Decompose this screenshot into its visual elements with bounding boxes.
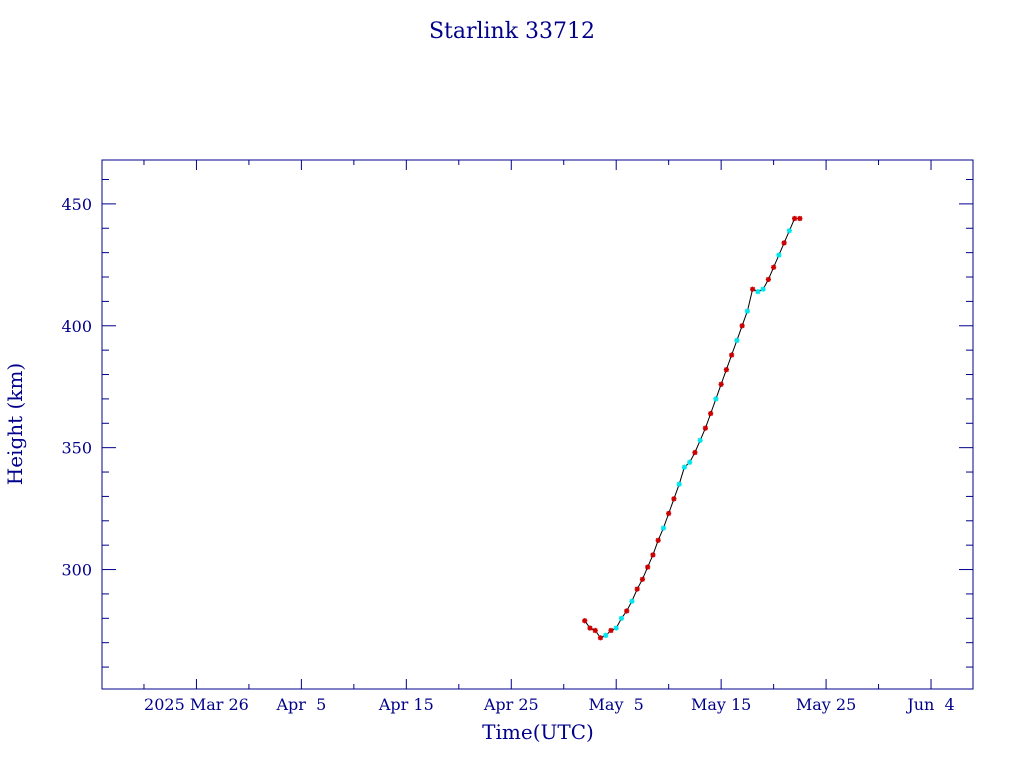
y-axis-label: Height (km)	[3, 363, 27, 485]
data-point-marker	[618, 615, 625, 621]
y-tick-label: 300	[61, 561, 92, 580]
data-point-marker	[792, 215, 798, 222]
x-tick-label: May 25	[796, 695, 856, 714]
y-tick-label: 450	[61, 195, 92, 214]
data-point-marker	[629, 598, 635, 604]
data-point-marker	[760, 286, 766, 292]
data-point-marker	[660, 525, 667, 531]
data-point-marker	[797, 215, 803, 222]
plot-frame	[101, 159, 974, 690]
data-point-marker	[681, 464, 688, 470]
data-point-marker	[713, 396, 719, 402]
data-point-marker	[603, 632, 609, 638]
y-tick-label: 350	[61, 439, 92, 458]
height-series-line	[584, 218, 800, 639]
data-point-marker	[582, 618, 588, 624]
x-tick-label: 2025 Mar 26	[144, 695, 249, 714]
data-point-marker	[734, 337, 740, 343]
data-point-marker	[750, 286, 756, 292]
x-axis-ticks	[143, 160, 932, 689]
x-tick-label: Apr 15	[378, 695, 434, 714]
data-point-marker	[755, 289, 761, 295]
data-point-marker	[639, 576, 646, 582]
data-point-marker	[771, 264, 777, 270]
y-axis-tick-labels: 300 350 400 450	[61, 195, 92, 580]
y-axis-ticks	[102, 179, 973, 668]
data-point-marker	[613, 625, 619, 631]
x-tick-label: Apr 5	[275, 695, 326, 714]
data-point-marker	[597, 635, 604, 641]
x-tick-label: May 5	[589, 695, 644, 714]
data-point-marker	[666, 510, 672, 517]
data-point-marker	[608, 627, 614, 634]
data-point-marker	[729, 352, 735, 358]
data-point-marker	[645, 564, 651, 570]
data-point-marker	[702, 425, 709, 431]
x-tick-label: Jun 4	[905, 695, 954, 714]
data-point-marker	[708, 410, 714, 417]
data-point-marker	[624, 608, 630, 614]
data-point-marker	[671, 496, 677, 502]
data-point-marker	[676, 481, 682, 487]
data-point-marker	[723, 367, 729, 373]
data-point-marker	[687, 459, 693, 465]
data-point-marker	[781, 240, 787, 246]
data-point-marker	[650, 552, 656, 558]
data-point-marker	[744, 308, 750, 314]
data-point-marker	[655, 537, 661, 543]
data-point-marker	[692, 449, 698, 456]
data-point-marker	[765, 276, 771, 283]
data-point-marker	[697, 437, 703, 443]
x-axis-label: Time(UTC)	[482, 720, 594, 744]
x-tick-label: May 15	[691, 695, 751, 714]
x-axis-tick-labels: 2025 Mar 26 Apr 5 Apr 15 Apr 25 May 5 May 15 M…	[144, 695, 955, 714]
height-series-markers	[582, 215, 803, 641]
data-point-marker	[718, 381, 724, 387]
x-tick-label: Apr 25	[483, 695, 539, 714]
data-point-marker	[786, 228, 792, 234]
data-point-marker	[739, 323, 745, 329]
data-point-marker	[592, 627, 598, 634]
data-point-marker	[634, 586, 640, 592]
chart-title: Starlink 33712	[429, 19, 595, 44]
y-tick-label: 400	[61, 317, 92, 336]
data-point-marker	[587, 625, 593, 631]
data-point-marker	[776, 252, 782, 258]
